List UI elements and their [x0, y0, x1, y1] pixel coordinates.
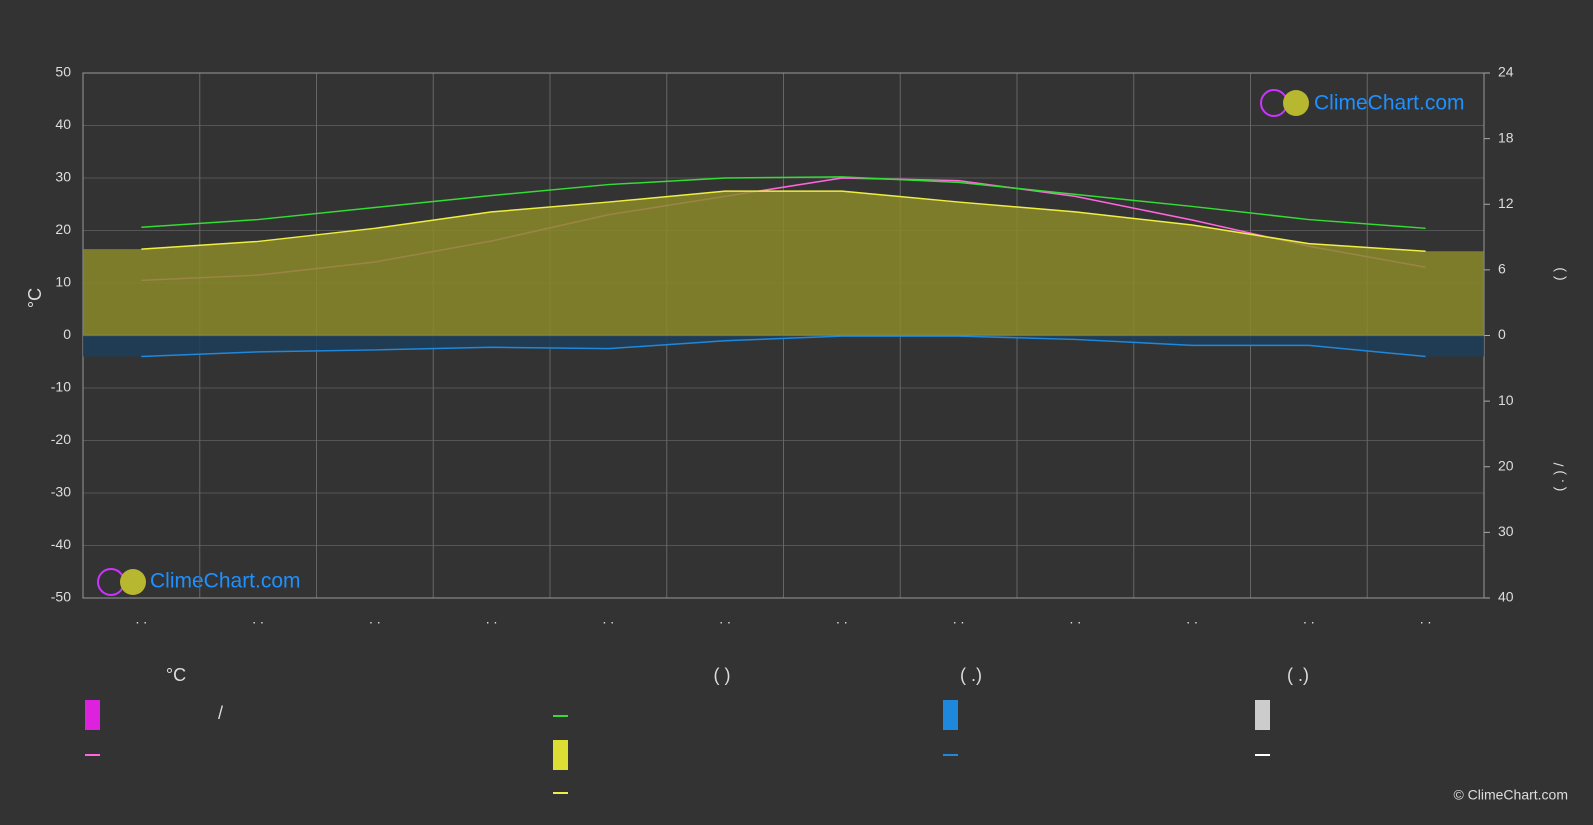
logo-icon: [97, 89, 1309, 596]
legend-heading: ( .): [1287, 665, 1309, 685]
legend-heading: °C: [166, 665, 186, 685]
legend-text: /: [218, 703, 223, 723]
x-tick-label: . .: [369, 611, 381, 627]
y-tick-label: 50: [55, 64, 71, 80]
x-tick-label: . .: [719, 611, 731, 627]
y-tick-label: -40: [51, 536, 71, 552]
y-axis-label: °C: [25, 288, 45, 308]
y-tick-label: 0: [63, 326, 71, 342]
x-tick-label: . .: [252, 611, 264, 627]
copyright: © ClimeChart.com: [1453, 787, 1568, 803]
series-line: [141, 176, 1426, 230]
y-tick-label: -30: [51, 484, 71, 500]
series-line: [141, 335, 1426, 358]
x-tick-label: . .: [953, 611, 965, 627]
x-tick-label: . .: [136, 611, 148, 627]
y2-tick-label: 12: [1498, 195, 1514, 211]
watermark: ClimeChart.com: [1314, 92, 1465, 115]
y-tick-label: -20: [51, 431, 71, 447]
y-tick-label: -10: [51, 379, 71, 395]
x-tick-label: . .: [1303, 611, 1315, 627]
x-tick-label: . .: [1420, 611, 1432, 627]
series-area: [83, 191, 1484, 336]
y-tick-label: 30: [55, 169, 71, 185]
x-tick-label: . .: [603, 611, 615, 627]
precip-tick-label: 10: [1498, 392, 1514, 408]
x-tick-label: . .: [836, 611, 848, 627]
precip-tick-label: 40: [1498, 589, 1514, 605]
y-tick-label: 20: [55, 221, 71, 237]
x-tick-label: . .: [1186, 611, 1198, 627]
series-line: [141, 190, 1426, 253]
precip-tick-label: 30: [1498, 523, 1514, 539]
y-tick-label: -50: [51, 589, 71, 605]
x-tick-label: . .: [486, 611, 498, 627]
y2-axis-label: ( ): [1551, 267, 1567, 280]
series-area: [83, 335, 1484, 357]
x-tick-label: . .: [1070, 611, 1082, 627]
y2-tick-label: 18: [1498, 129, 1514, 145]
y2-tick-label: 0: [1498, 326, 1506, 342]
y2-tick-label: 6: [1498, 261, 1506, 277]
y-tick-label: 40: [55, 116, 71, 132]
legend-swatches: [85, 700, 1270, 794]
legend-heading: ( .): [960, 665, 982, 685]
y2-tick-label: 24: [1498, 64, 1514, 80]
legend-heading: ( ): [714, 665, 731, 685]
watermark: ClimeChart.com: [150, 570, 301, 593]
y-tick-label: 10: [55, 274, 71, 290]
precip-axis-label: ( . ) /: [1551, 463, 1567, 492]
precip-tick-label: 20: [1498, 457, 1514, 473]
